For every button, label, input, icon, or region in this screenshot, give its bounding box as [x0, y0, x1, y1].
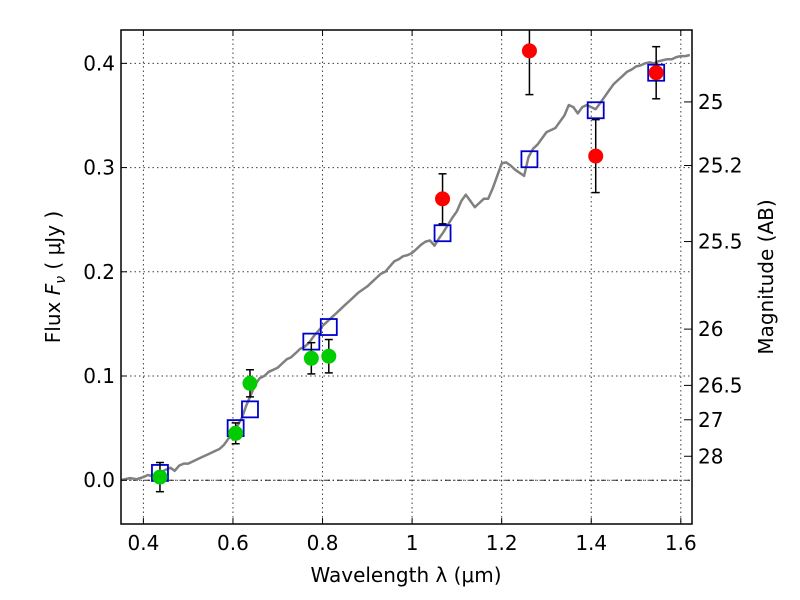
x-tick-label: 1.2	[486, 531, 518, 555]
y-axis-title-subscript: ν	[53, 276, 69, 284]
y2-tick-label: 26.5	[698, 373, 743, 397]
optical-photometry-point	[242, 375, 258, 391]
model-photometry-square	[241, 400, 259, 419]
optical-photometry-point	[152, 469, 168, 485]
y2-tick-label: 25	[698, 90, 723, 114]
x-tick-label: 1.6	[665, 531, 697, 555]
series-layer	[121, 30, 691, 493]
model-photometry-square	[433, 224, 452, 243]
y2-axis-title: Magnitude (AB)	[754, 199, 778, 354]
x-tick-label: 1.4	[575, 531, 607, 555]
y-axis-title: Flux Fν ( μJy )	[41, 211, 69, 343]
y2-tick-label: 25.2	[698, 153, 743, 177]
y2-tick-label: 26	[698, 317, 723, 341]
nir-photometry-point	[648, 65, 664, 81]
ticks: 0.4 0.6 0.8 1 1.2 1.4 1.6 0.0 0.1 0.2 0.3 0.4 25 25.2…	[83, 30, 743, 555]
y-tick-label: 0.0	[83, 468, 115, 492]
y-axis-title-suffix: ( μJy )	[41, 211, 65, 276]
x-tick-label: 0.6	[217, 531, 249, 555]
x-tick-label: 0.4	[127, 531, 159, 555]
plot-frame	[120, 29, 693, 525]
y-tick-label: 0.4	[83, 51, 115, 75]
model-photometry-square	[586, 101, 605, 120]
y-tick-label: 0.2	[83, 260, 115, 284]
nir-photometry-point	[588, 148, 604, 164]
x-tick-label: 0.8	[307, 531, 339, 555]
y-axis-title-symbol: F	[41, 283, 65, 295]
optical-photometry-point	[321, 348, 337, 364]
optical-photometry-point	[228, 425, 244, 441]
nir-photometry-point	[435, 191, 451, 207]
x-tick-label: 1	[406, 531, 419, 555]
model-photometry-square	[520, 150, 539, 169]
model-sed-line	[121, 53, 691, 482]
nir-photometry-point	[521, 43, 537, 59]
y-axis-title-prefix: Flux	[41, 295, 65, 343]
optical-photometry-point	[303, 350, 319, 366]
y-tick-label: 0.1	[83, 364, 115, 388]
y-tick-label: 0.3	[83, 156, 115, 180]
y2-tick-label: 28	[698, 444, 723, 468]
y2-tick-label: 27	[698, 408, 723, 432]
grid	[121, 30, 692, 524]
model-photometry-square	[319, 318, 338, 336]
y2-tick-label: 25.5	[698, 230, 743, 254]
x-axis-title: Wavelength λ (μm)	[310, 563, 501, 587]
